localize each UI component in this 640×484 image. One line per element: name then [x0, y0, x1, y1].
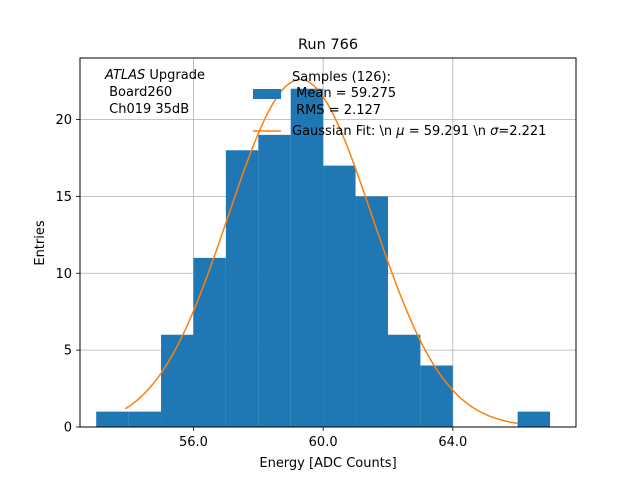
histogram-bar — [420, 365, 453, 427]
y-axis-ticks: 0 5 10 15 20 — [55, 113, 80, 436]
legend-fit-text: = 59.291 \n — [405, 124, 491, 139]
annotation-line-2: Board260 — [105, 85, 172, 100]
y-tick-label: 20 — [55, 113, 72, 128]
histogram-bar — [323, 165, 356, 427]
legend: Samples (126): Mean = 59.275 RMS = 2.127… — [253, 70, 546, 139]
histogram-bar — [517, 411, 551, 427]
histogram-bar — [161, 334, 194, 427]
x-axis-ticks: 56.0 60.0 64.0 — [179, 427, 467, 450]
x-axis-label: Energy [ADC Counts] — [259, 456, 396, 471]
histogram-bar — [387, 334, 421, 427]
histogram-bar — [258, 134, 291, 427]
atlas-label: ATLAS — [104, 68, 145, 83]
x-tick-label: 56.0 — [179, 435, 208, 450]
y-axis-label: Entries — [33, 220, 48, 266]
gaussian-fit-curve — [124, 78, 518, 425]
histogram-bar — [96, 411, 129, 427]
histogram-bar — [290, 88, 324, 427]
legend-fit-label: Gaussian Fit: \n μ = 59.291 \n σ=2.221 — [292, 124, 546, 139]
y-tick-label: 10 — [55, 267, 72, 282]
legend-hist-line-3: RMS = 2.127 — [292, 103, 381, 118]
x-tick-label: 64.0 — [438, 435, 467, 450]
histogram-bar — [225, 150, 259, 427]
gaussian-fit — [124, 78, 518, 425]
legend-hist-swatch — [253, 89, 281, 99]
upgrade-label: Upgrade — [145, 68, 205, 83]
x-tick-label: 60.0 — [309, 435, 338, 450]
legend-fit-text: =2.221 — [498, 124, 546, 139]
histogram-bar — [355, 196, 388, 427]
legend-hist-line-1: Samples (126): — [292, 70, 391, 85]
chart-title: Run 766 — [298, 37, 358, 53]
y-tick-label: 15 — [55, 190, 72, 205]
atlas-annotation: ATLAS Upgrade Board260 Ch019 35dB — [104, 68, 205, 117]
y-tick-label: 0 — [64, 421, 72, 436]
legend-fit-text: Gaussian Fit: \n — [292, 124, 396, 139]
y-tick-label: 5 — [64, 344, 72, 359]
legend-fit-symbol: μ — [395, 124, 404, 139]
histogram-bar — [128, 411, 162, 427]
legend-fit-symbol: σ — [490, 124, 499, 139]
histogram-bars — [96, 88, 551, 427]
plot-frame — [79, 57, 577, 428]
annotation-line-3: Ch019 35dB — [105, 102, 189, 117]
annotation-line-1: ATLAS Upgrade — [104, 68, 205, 83]
legend-hist-line-2: Mean = 59.275 — [292, 86, 396, 101]
histogram-bar — [193, 257, 226, 427]
